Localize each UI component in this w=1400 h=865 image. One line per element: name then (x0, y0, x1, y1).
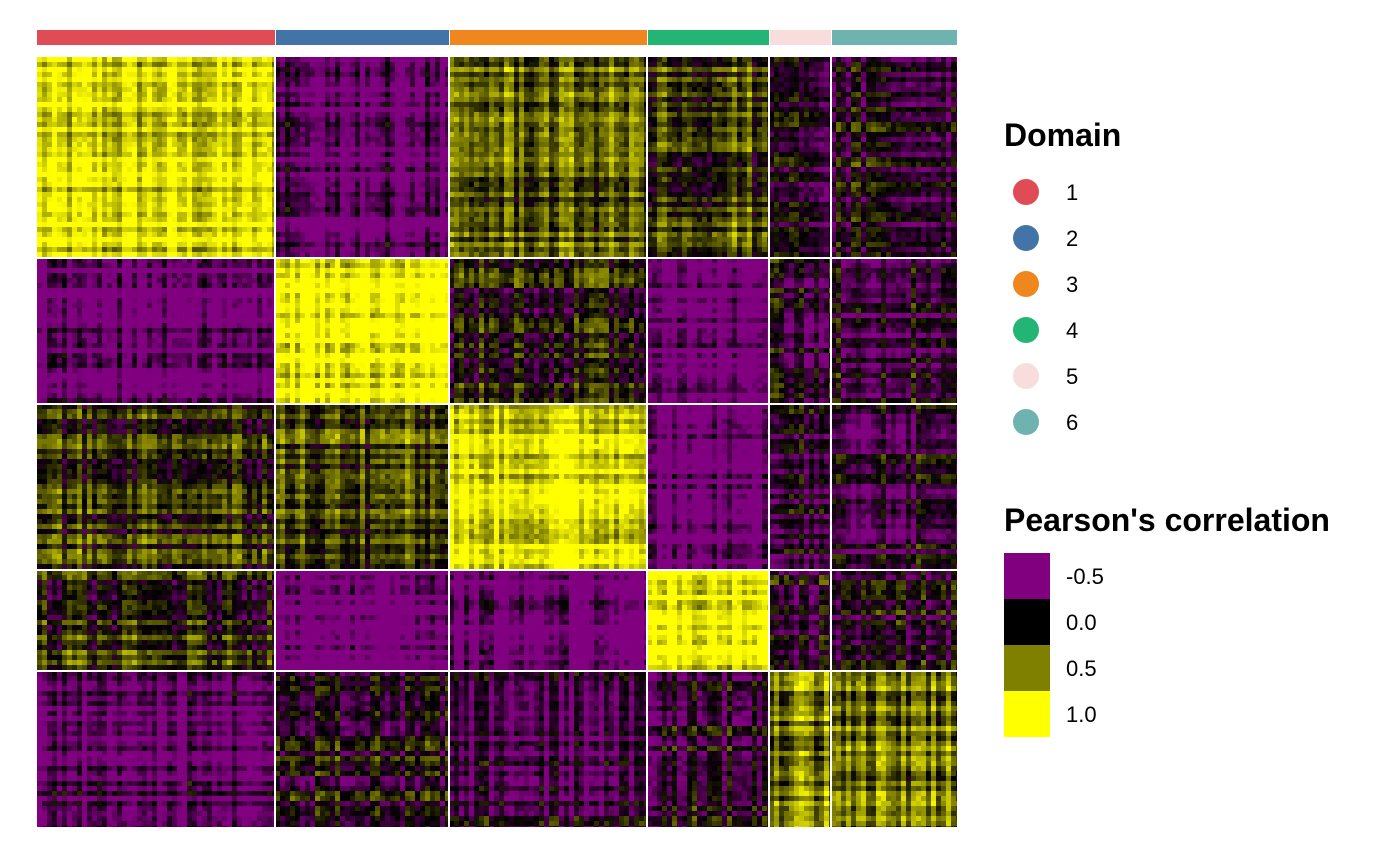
block-r2-c5 (769, 258, 831, 404)
domain-4-label: 4 (1066, 318, 1078, 344)
heatmap-cells (37, 57, 957, 827)
block-r3-c2 (275, 404, 449, 570)
block-r5-c3 (449, 671, 647, 827)
annotation-domain-5 (770, 30, 831, 45)
corr-label-00: 0.0 (1066, 610, 1097, 636)
domain-2-swatch (1013, 225, 1039, 251)
correlation-legend-title: Pearson's correlation (1004, 502, 1330, 539)
corr-key-05 (1004, 645, 1050, 691)
annotation-domain-3 (450, 30, 647, 45)
correlation-heatmap (37, 30, 957, 827)
block-r5-c2 (275, 671, 449, 827)
annotation-domain-4 (648, 30, 769, 45)
block-r4-c5 (769, 570, 831, 671)
domain-4-swatch (1013, 317, 1039, 343)
block-r5-c4 (647, 671, 769, 827)
annotation-domain-2 (276, 30, 449, 45)
domain-5-label: 5 (1066, 364, 1078, 390)
block-r2-c1 (37, 258, 275, 404)
block-r4-c1 (37, 570, 275, 671)
block-r3-c5 (769, 404, 831, 570)
block-r5-c5 (769, 671, 831, 827)
corr-label-05: 0.5 (1066, 656, 1097, 682)
block-r3-c6 (831, 404, 957, 570)
block-r4-c6 (831, 570, 957, 671)
corr-key-neg05 (1004, 553, 1050, 599)
block-r2-c6 (831, 258, 957, 404)
domain-2-label: 2 (1066, 226, 1078, 252)
domain-6-label: 6 (1066, 410, 1078, 436)
block-separators (37, 57, 957, 827)
block-r4-c2 (275, 570, 449, 671)
domain-3-swatch (1013, 271, 1039, 297)
corr-label-10: 1.0 (1066, 702, 1097, 728)
block-r3-c3 (449, 404, 647, 570)
block-r1-c4 (647, 57, 769, 258)
corr-key-00 (1004, 599, 1050, 645)
annotation-domain-1 (37, 30, 275, 45)
domain-1-label: 1 (1066, 180, 1078, 206)
annotation-domain-6 (832, 30, 957, 45)
domain-3-label: 3 (1066, 272, 1078, 298)
block-r1-c5 (769, 57, 831, 258)
block-r4-c3 (449, 570, 647, 671)
domain-5-swatch (1013, 363, 1039, 389)
block-r1-c1 (37, 57, 275, 258)
domain-1-swatch (1013, 179, 1039, 205)
block-r5-c6 (831, 671, 957, 827)
block-r3-c4 (647, 404, 769, 570)
domain-legend-title: Domain (1004, 117, 1121, 154)
block-r3-c1 (37, 404, 275, 570)
block-r1-c6 (831, 57, 957, 258)
block-r2-c2 (275, 258, 449, 404)
block-r5-c1 (37, 671, 275, 827)
corr-key-10 (1004, 691, 1050, 737)
block-r2-c4 (647, 258, 769, 404)
block-r4-c4 (647, 570, 769, 671)
block-r1-c2 (275, 57, 449, 258)
block-r2-c3 (449, 258, 647, 404)
block-r1-c3 (449, 57, 647, 258)
domain-6-swatch (1013, 409, 1039, 435)
domain-annotation-bar (37, 30, 957, 45)
corr-label-neg05: -0.5 (1066, 564, 1104, 590)
